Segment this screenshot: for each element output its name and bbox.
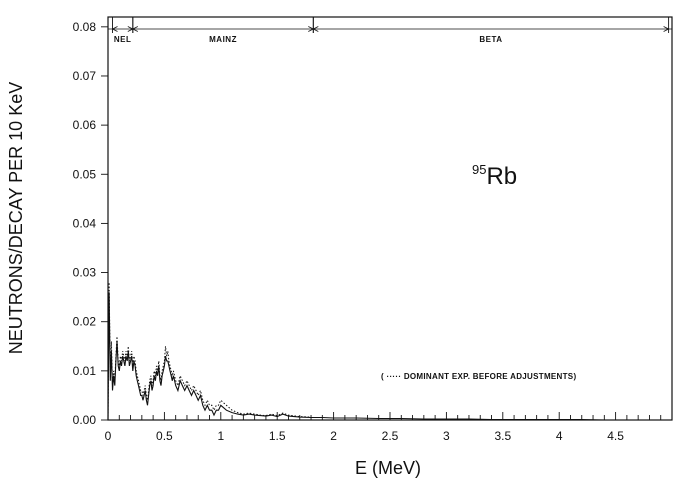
series-dominant-exp-line <box>107 282 312 421</box>
isotope-mass: 95 <box>472 162 486 177</box>
region-label-mainz: MAINZ <box>209 35 237 44</box>
y-tick-label: 0.03 <box>73 266 97 280</box>
x-tick-label: 1 <box>217 429 224 443</box>
region-bar: NEL MAINZ BETA <box>108 17 672 44</box>
isotope-symbol: Rb <box>486 163 517 190</box>
y-axis-title: NEUTRONS/DECAY PER 10 KeV <box>6 82 26 354</box>
x-tick-label: 3 <box>443 429 450 443</box>
region-arrow-left <box>111 26 118 32</box>
x-tick-label: 0 <box>105 429 112 443</box>
x-tick-label: 2 <box>330 429 337 443</box>
region-arrow-left <box>131 26 138 32</box>
y-tick-label: 0.07 <box>73 69 97 83</box>
legend-note: ( ····· DOMINANT EXP. BEFORE ADJUSTMENTS… <box>381 372 576 381</box>
x-tick-label: 1.5 <box>269 429 286 443</box>
isotope-label: 95Rb <box>472 162 517 190</box>
series-layer <box>107 282 667 421</box>
x-axis-title: E (MeV) <box>355 458 421 478</box>
region-arrow-left <box>312 26 319 32</box>
series-spectrum-line <box>107 292 667 421</box>
y-tick-label: 0.01 <box>73 364 97 378</box>
region-label-beta: BETA <box>479 35 502 44</box>
y-tick-label: 0.00 <box>73 413 97 427</box>
x-axis: 0 0.5 1 1.5 2 2.5 3 3.5 4 4.5 <box>105 412 673 443</box>
y-tick-label: 0.08 <box>73 20 97 34</box>
y-tick-label: 0.04 <box>73 216 97 230</box>
y-tick-label: 0.02 <box>73 315 97 329</box>
x-tick-label: 2.5 <box>382 429 399 443</box>
y-tick-label: 0.06 <box>73 118 97 132</box>
y-axis: 0.00 0.01 0.02 0.03 0.04 0.05 0.06 0.07 0.08 <box>73 20 108 427</box>
y-tick-label: 0.05 <box>73 167 97 181</box>
x-tick-label: 4 <box>556 429 563 443</box>
plot-frame <box>107 16 673 421</box>
x-tick-label: 4.5 <box>607 429 624 443</box>
x-tick-label: 3.5 <box>494 429 511 443</box>
region-label-nel: NEL <box>114 35 132 44</box>
plot-border <box>107 16 673 421</box>
region-arrow-right <box>663 26 670 32</box>
x-tick-label: 0.5 <box>156 429 173 443</box>
